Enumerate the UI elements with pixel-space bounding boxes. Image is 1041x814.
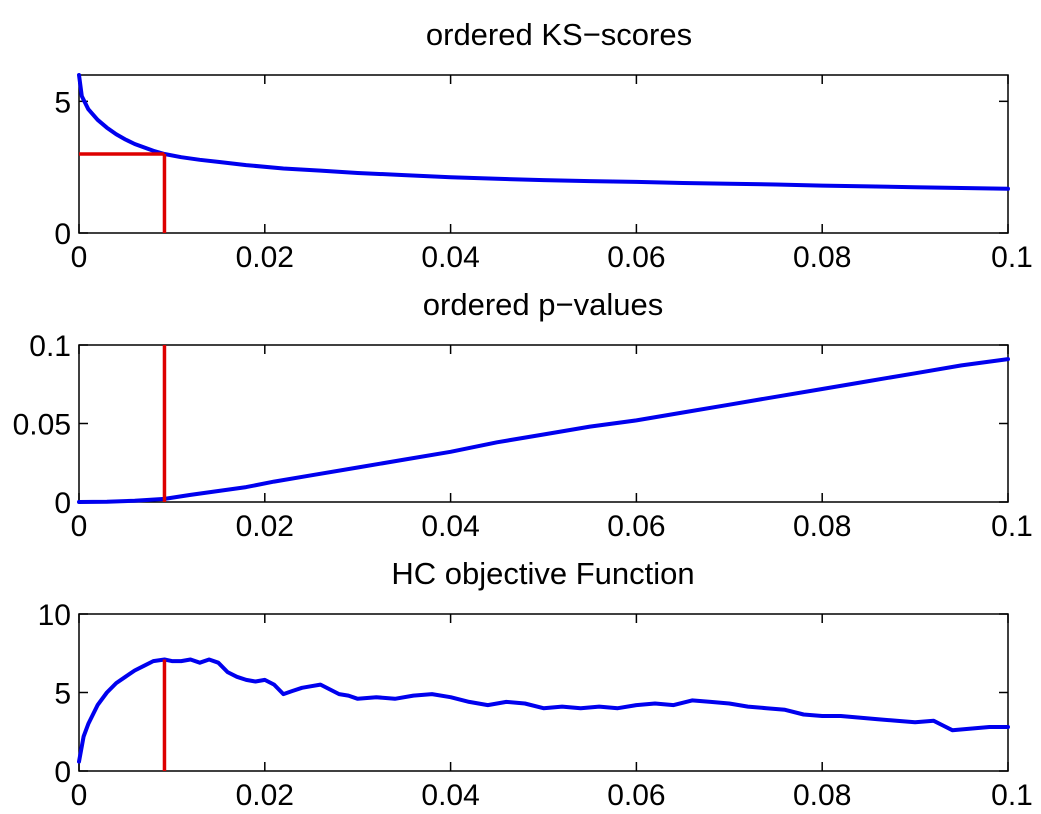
- ks-scores-xtick-label: 0: [71, 241, 88, 274]
- hc-objective-ytick-label: 0: [54, 756, 71, 789]
- ks-scores-panel: ordered KS−scores 0 0.02 0.04 0.06 0.08 0.1 0 5: [54, 17, 1033, 274]
- p-values-ytick-label: 0.05: [13, 409, 71, 442]
- p-values-xtick-label: 0.1: [991, 510, 1033, 543]
- ks-scores-series-line: [77, 73, 1010, 191]
- hc-objective-xtick-label: 0.1: [991, 779, 1033, 812]
- ks-scores-title: ordered KS−scores: [426, 17, 692, 52]
- ks-scores-ytick-label: 0: [54, 218, 71, 251]
- hc-objective-title: HC objective Function: [391, 556, 694, 591]
- ks-scores-axes-box: [78, 74, 1009, 234]
- ks-scores-xtick-label: 0.04: [421, 241, 479, 274]
- ks-scores-xtick-label: 0.06: [607, 241, 665, 274]
- p-values-xtick-label: 0.04: [421, 510, 479, 543]
- p-values-ytick-label: 0: [54, 487, 71, 520]
- hc-objective-plot: 0 0.02 0.04 0.06 0.08 0.1 0 5 10: [38, 599, 1033, 812]
- hc-objective-xtick-label: 0: [71, 779, 88, 812]
- hc-objective-xtick-label: 0.04: [421, 779, 479, 812]
- ks-scores-plot: 0 0.02 0.04 0.06 0.08 0.1 0 5: [54, 73, 1033, 274]
- hc-objective-xtick-label: 0.08: [793, 779, 851, 812]
- ks-scores-xtick-label: 0.1: [991, 241, 1033, 274]
- p-values-xtick-label: 0.02: [236, 510, 294, 543]
- hc-objective-ytick-label: 10: [38, 599, 71, 632]
- hc-objective-xtick-label: 0.02: [236, 779, 294, 812]
- hc-objective-axes-box: [78, 613, 1009, 772]
- p-values-axes-box: [78, 344, 1009, 503]
- p-values-title: ordered p−values: [423, 287, 663, 322]
- p-values-xtick-label: 0.06: [607, 510, 665, 543]
- p-values-panel: ordered p−values 0 0.02 0.04 0.06 0.08 0.1 0 0.…: [13, 287, 1033, 543]
- ks-scores-xtick-label: 0.02: [236, 241, 294, 274]
- p-values-xtick-label: 0.08: [793, 510, 851, 543]
- hc-objective-xtick-label: 0.06: [607, 779, 665, 812]
- hc-objective-series-line: [77, 657, 1010, 764]
- ks-scores-ytick-label: 5: [54, 86, 71, 119]
- p-values-ytick-label: 0.1: [29, 330, 71, 363]
- p-values-xtick-label: 0: [71, 510, 88, 543]
- p-values-series-line: [77, 357, 1010, 504]
- ks-scores-xtick-label: 0.08: [793, 241, 851, 274]
- p-values-plot: 0 0.02 0.04 0.06 0.08 0.1 0 0.05 0.1: [13, 330, 1033, 543]
- hc-objective-panel: HC objective Function 0 0.02 0.04 0.06 0.08 0…: [38, 556, 1033, 812]
- hc-objective-ytick-label: 5: [54, 678, 71, 711]
